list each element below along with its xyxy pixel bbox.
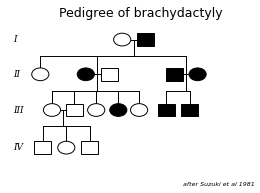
Circle shape — [77, 68, 94, 81]
Text: after Suzuki et al 1981: after Suzuki et al 1981 — [183, 182, 255, 187]
Text: IV: IV — [13, 143, 23, 152]
Bar — [158, 104, 175, 116]
Bar — [166, 68, 183, 81]
Bar — [101, 68, 118, 81]
Circle shape — [88, 104, 105, 116]
Circle shape — [32, 68, 49, 81]
Circle shape — [189, 68, 206, 81]
Bar — [66, 104, 83, 116]
Text: I: I — [13, 35, 16, 44]
Text: III: III — [13, 106, 23, 114]
Text: II: II — [13, 70, 20, 79]
Bar — [81, 141, 98, 154]
Circle shape — [131, 104, 148, 116]
Circle shape — [114, 33, 131, 46]
Circle shape — [43, 104, 61, 116]
Bar — [137, 33, 154, 46]
Bar — [181, 104, 198, 116]
Text: Pedigree of brachydactyly: Pedigree of brachydactyly — [58, 7, 222, 20]
Bar — [34, 141, 51, 154]
Circle shape — [58, 141, 75, 154]
Circle shape — [110, 104, 127, 116]
